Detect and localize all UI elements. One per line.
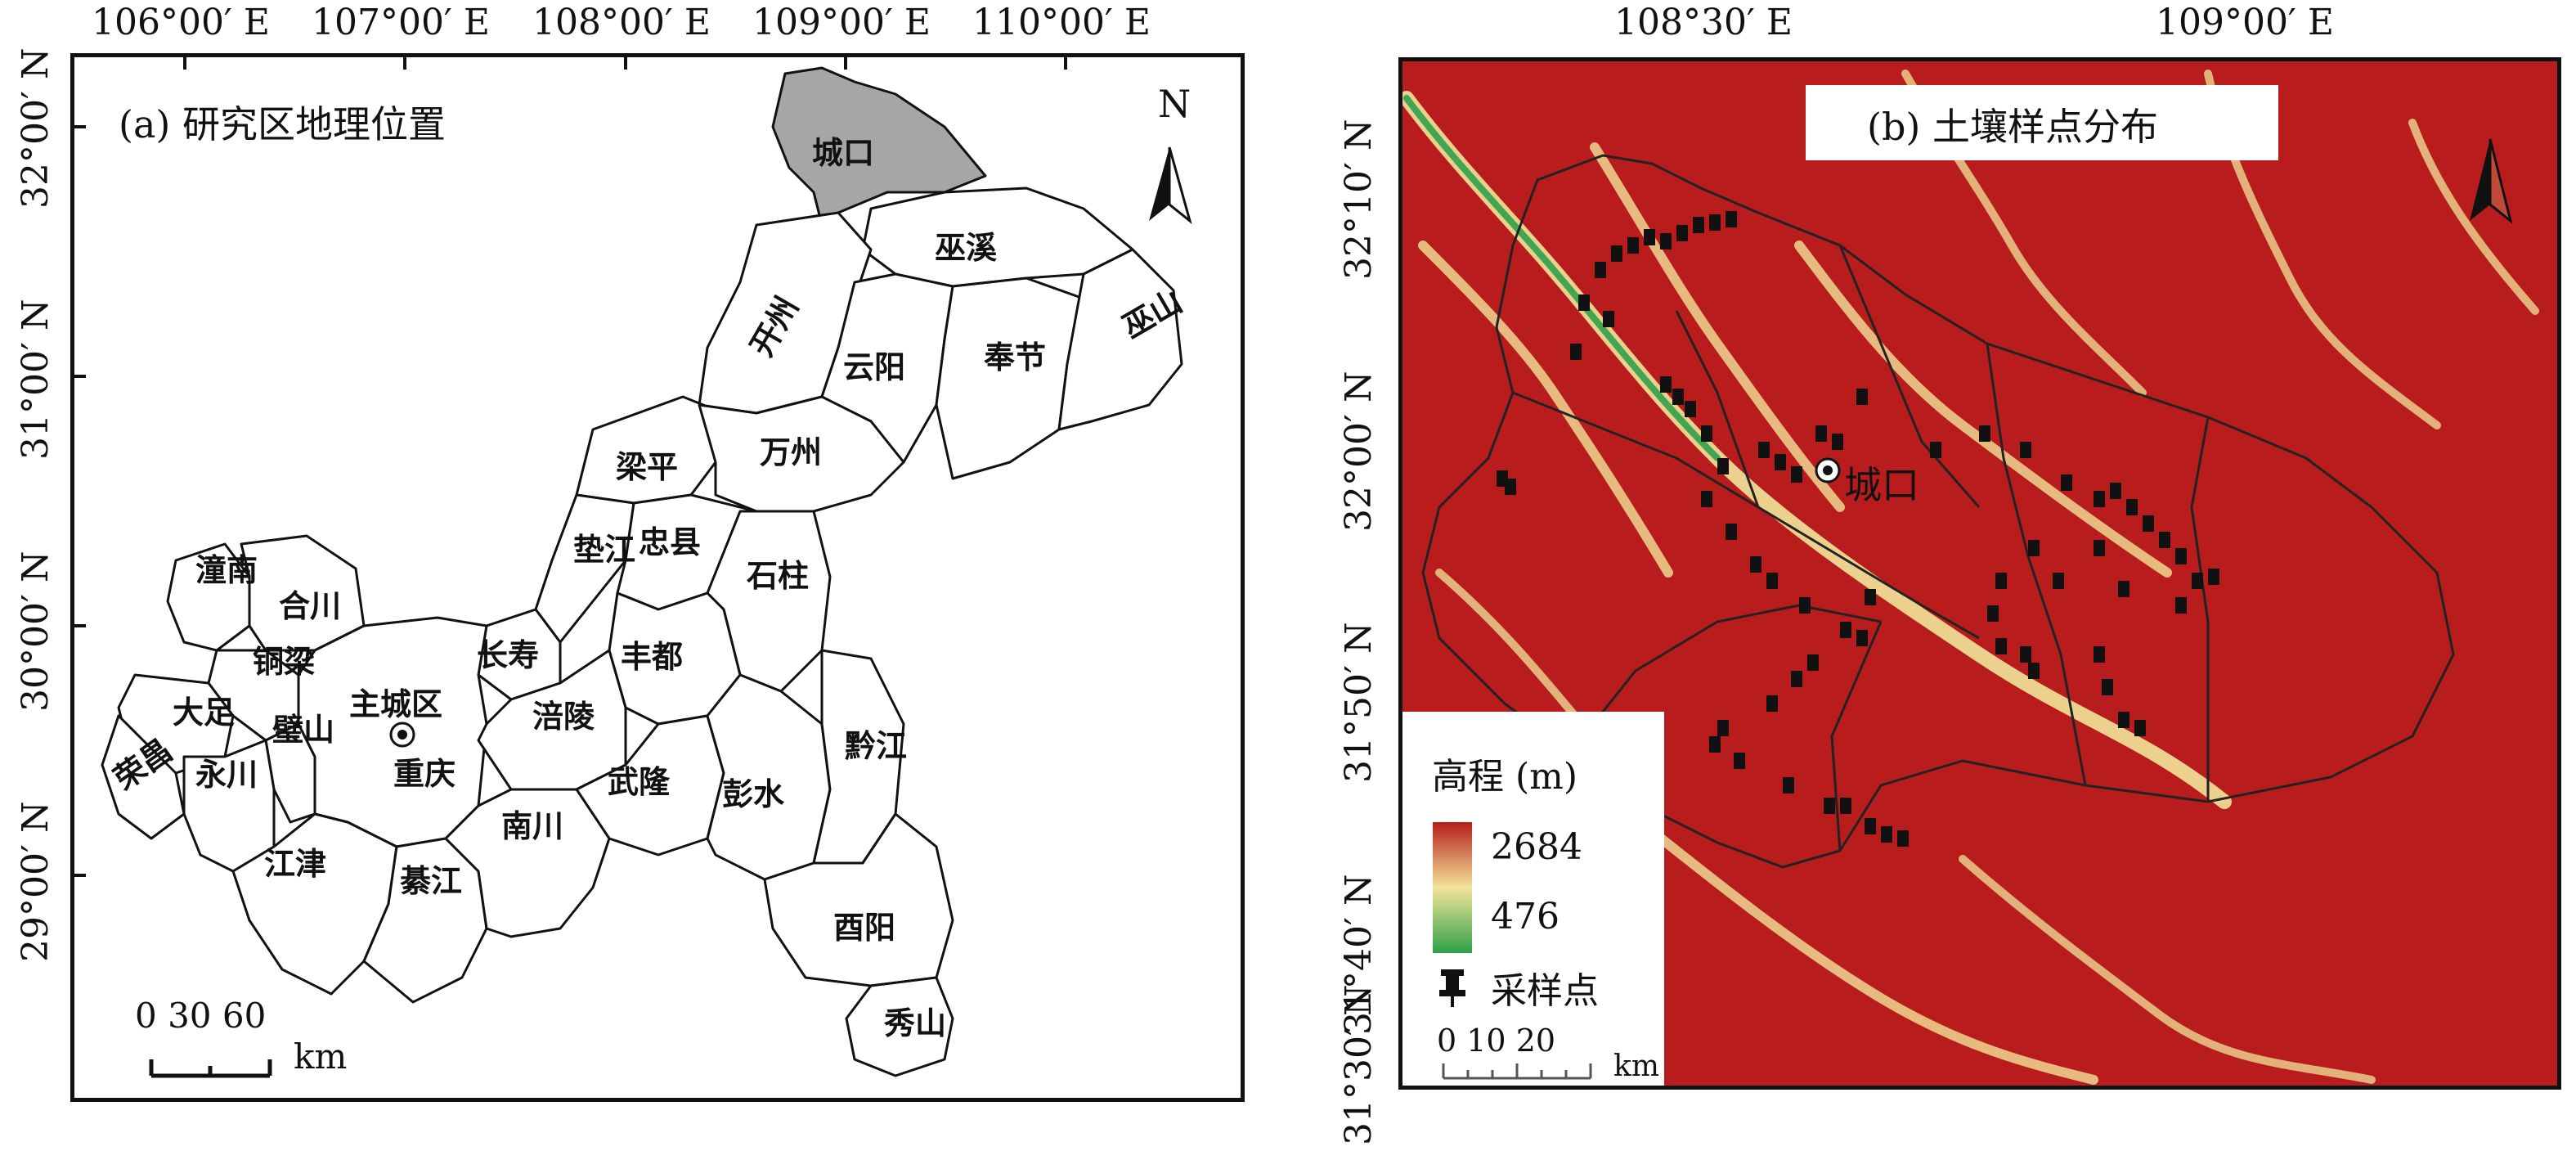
label-tongliang: 铜梁 <box>253 644 316 680</box>
label-fengdu: 丰都 <box>621 639 684 675</box>
lat-label-31-30: 31°30′ N <box>1338 984 1380 1145</box>
scale-unit-b: km <box>1613 1050 1659 1083</box>
lon-label-108-30: 108°30′ E <box>1613 2 1793 43</box>
county-youyang <box>763 812 954 987</box>
scale-unit-a: km <box>294 1036 348 1077</box>
county-yunyang <box>820 272 954 464</box>
county-tongnan <box>166 542 251 652</box>
county-chengkou <box>771 66 987 227</box>
lat-label-32-00: 32°00′ N <box>1338 371 1380 532</box>
township-boundaries <box>1421 154 2455 869</box>
label-shizhu: 石柱 <box>747 558 810 594</box>
label-wuxi: 巫溪 <box>935 230 998 266</box>
scale-bar-a <box>149 1059 272 1078</box>
county-nanchuan <box>444 788 611 938</box>
label-chengkou: 城口 <box>812 135 875 171</box>
label-xiushan: 秀山 <box>884 1005 947 1041</box>
legend-elev-max: 2684 <box>1491 826 1582 868</box>
label-zhongxian: 忠县 <box>639 524 702 560</box>
lon-label-106: 106°00′ E <box>91 2 271 43</box>
capital-marker-icon <box>389 722 415 748</box>
county-wushan <box>1057 248 1183 431</box>
lon-label-107: 107°00′ E <box>311 2 491 43</box>
pushpin-icon <box>1439 969 1465 1007</box>
county-wanzhou <box>698 395 905 513</box>
label-chongqing: 重庆 <box>393 756 456 792</box>
label-tongnan: 潼南 <box>195 552 258 588</box>
valley-network <box>1402 70 2539 1085</box>
label-dianjiang: 垫江 <box>573 532 636 568</box>
lon-label-109-00: 109°00′ E <box>2155 2 2335 43</box>
label-fengjie: 奉节 <box>984 339 1047 375</box>
label-pengshui: 彭水 <box>722 776 785 812</box>
label-main-urban: 主城区 <box>349 686 443 722</box>
label-changshou: 长寿 <box>477 637 540 673</box>
label-hechuan: 合川 <box>279 588 342 624</box>
label-dazu: 大足 <box>173 695 236 731</box>
chongqing-county-map <box>74 57 1192 1078</box>
label-jiangjin: 江津 <box>264 846 327 882</box>
lon-label-108: 108°00′ E <box>532 2 711 43</box>
label-qianjiang: 黔江 <box>845 728 908 764</box>
label-yongchuan: 永川 <box>195 757 258 793</box>
label-wulong: 武隆 <box>608 764 671 800</box>
label-fuling: 涪陵 <box>532 699 595 735</box>
scale-numbers-a: 0 30 60 <box>135 996 267 1036</box>
label-yunyang: 云阳 <box>843 349 906 385</box>
lat-label-31: 31°00′ N <box>15 299 56 460</box>
label-bishan: 璧山 <box>272 712 335 748</box>
lon-label-110: 110°00′ E <box>972 2 1151 43</box>
scale-bar-b <box>1442 1063 1592 1080</box>
elevation-color-ramp <box>1433 822 1472 953</box>
county-fengjie <box>935 277 1085 480</box>
sample-points <box>1497 211 2219 847</box>
label-qijiang: 綦江 <box>400 863 463 899</box>
north-arrow-icon <box>1149 146 1192 225</box>
label-youyang: 酉阳 <box>833 910 896 946</box>
panel-a-title: (a) 研究区地理位置 <box>119 102 446 146</box>
legend-elev-min: 476 <box>1491 896 1560 937</box>
lat-label-30: 30°00′ N <box>15 551 56 712</box>
scale-numbers-b: 0 10 20 <box>1437 1023 1556 1059</box>
lon-label-109: 109°00′ E <box>752 2 931 43</box>
study-area-location-map: (a) 研究区地理位置 N 城口 巫溪 开州 云阳 奉节 巫山 梁平 万州 垫江… <box>70 53 1245 1102</box>
elevation-map <box>1402 61 2557 1086</box>
legend-title: 高程 (m) <box>1432 756 1578 798</box>
legend-sample-label: 采样点 <box>1491 970 1599 1012</box>
label-wanzhou: 万州 <box>760 434 823 470</box>
north-arrow-icon <box>2470 138 2513 224</box>
soil-sample-distribution-map: (b) 土壤样点分布 城口 高程 (m) 2684 476 采样点 0 10 2… <box>1398 57 2561 1090</box>
lat-label-32-10: 32°10′ N <box>1338 119 1380 280</box>
lat-label-32: 32°00′ N <box>15 47 56 209</box>
town-marker-icon <box>1815 457 1841 483</box>
lat-label-31-50: 31°50′ N <box>1338 622 1380 783</box>
town-label: 城口 <box>1844 463 1919 507</box>
lat-label-29: 29°00′ N <box>15 801 56 962</box>
panel-b-title: (b) 土壤样点分布 <box>1867 105 2158 149</box>
label-liangping: 梁平 <box>616 449 679 485</box>
title-box-b <box>1806 85 2278 160</box>
north-label-a: N <box>1158 82 1192 126</box>
label-nanchuan: 南川 <box>501 808 564 844</box>
county-xiushan <box>845 976 954 1077</box>
county-rongchang <box>101 714 186 840</box>
